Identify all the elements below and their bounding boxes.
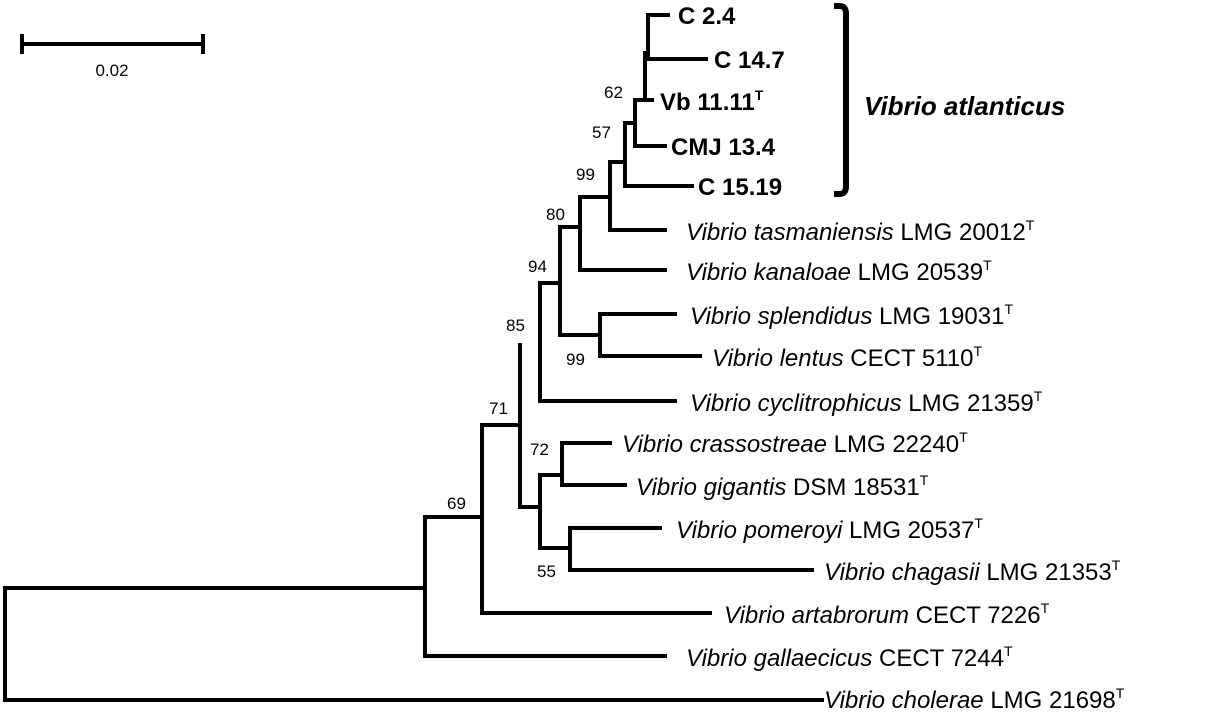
bootstrap-value: 80 [546, 205, 565, 224]
leaf-label: CMJ 13.4 [671, 134, 776, 161]
bootstrap-values: 62 57 99 80 94 99 85 72 55 71 69 [447, 83, 623, 581]
leaf-label: Vb 11.11T [660, 87, 764, 116]
leaf-label: C 14.7 [714, 47, 785, 74]
leaf-label: Vibrio cyclitrophicus LMG 21359T [690, 388, 1043, 417]
leaf-label: Vibrio chagasii LMG 21353T [824, 557, 1121, 586]
bootstrap-value: 57 [592, 123, 611, 142]
bootstrap-value: 55 [537, 562, 556, 581]
bootstrap-value: 99 [566, 350, 585, 369]
leaf-label: C 15.19 [698, 174, 782, 201]
leaf-label: Vibrio cholerae LMG 21698T [824, 685, 1125, 712]
leaf-label: Vibrio gallaecicus CECT 7244T [686, 643, 1013, 672]
leaf-label: C 2.4 [678, 3, 736, 30]
bootstrap-value: 99 [576, 165, 595, 184]
leaf-label: Vibrio crassostreae LMG 22240T [622, 429, 968, 458]
bootstrap-value: 72 [530, 440, 549, 459]
bootstrap-value: 71 [489, 399, 508, 418]
clade-label: Vibrio atlanticus [864, 91, 1065, 121]
leaf-label: Vibrio artabrorum CECT 7226T [724, 600, 1050, 629]
leaf-label: Vibrio lentus CECT 5110T [712, 343, 982, 372]
clade-bracket [834, 3, 849, 197]
leaf-label: Vibrio splendidus LMG 19031T [690, 301, 1013, 330]
leaf-label: Vibrio kanaloae LMG 20539T [686, 257, 992, 286]
bootstrap-value: 94 [528, 257, 547, 276]
leaf-label: Vibrio gigantis DSM 18531T [636, 472, 929, 501]
bootstrap-value: 85 [506, 316, 525, 335]
scale-bar-label: 0.02 [95, 61, 128, 80]
bootstrap-value: 69 [447, 494, 466, 513]
scale-bar: 0.02 [20, 34, 205, 80]
leaf-label: Vibrio pomeroyi LMG 20537T [676, 515, 983, 544]
tree-branches [3, 13, 824, 702]
leaf-label: Vibrio tasmaniensis LMG 20012T [686, 217, 1035, 246]
bootstrap-value: 62 [604, 83, 623, 102]
leaf-labels: C 2.4 C 14.7 Vb 11.11T CMJ 13.4 C 15.19 … [622, 3, 1125, 712]
